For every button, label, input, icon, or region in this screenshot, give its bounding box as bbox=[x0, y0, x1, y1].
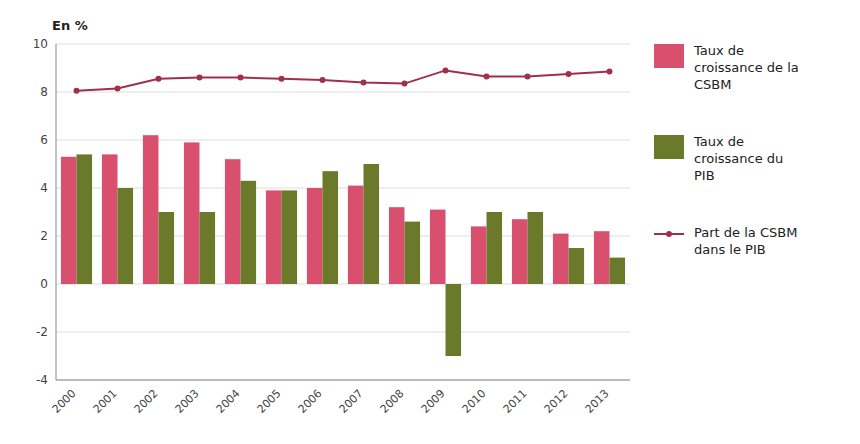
bar bbox=[241, 181, 257, 284]
bar bbox=[118, 188, 134, 284]
grid bbox=[56, 44, 630, 380]
y-tick-label: 10 bbox=[33, 37, 48, 51]
x-tick-label: 2010 bbox=[460, 387, 489, 416]
bar bbox=[512, 219, 528, 284]
line-marker bbox=[566, 71, 572, 77]
legend-label: Part de la CSBMdans le PIB bbox=[694, 225, 797, 257]
line-marker bbox=[525, 73, 531, 79]
x-tick-label: 2004 bbox=[214, 387, 243, 416]
y-tick-label: 6 bbox=[40, 133, 48, 147]
line-marker bbox=[115, 85, 121, 91]
x-tick-label: 2002 bbox=[132, 387, 161, 416]
bar bbox=[225, 159, 241, 284]
legend-label: Taux decroissance de laCSBM bbox=[693, 43, 799, 92]
line-marker bbox=[279, 76, 285, 82]
bar bbox=[364, 164, 380, 284]
y-tick-label: -2 bbox=[36, 325, 48, 339]
grid-line bbox=[56, 236, 630, 237]
bar bbox=[569, 248, 585, 284]
grid-line bbox=[56, 140, 630, 141]
y-tick-label: -4 bbox=[36, 373, 48, 387]
bar bbox=[143, 135, 159, 284]
x-tick-label: 2006 bbox=[296, 387, 325, 416]
grid-line bbox=[56, 92, 630, 93]
y-axis-label: En % bbox=[52, 18, 88, 33]
bar bbox=[528, 212, 544, 284]
x-tick-label: 2011 bbox=[501, 387, 530, 416]
line-marker bbox=[443, 67, 449, 73]
bar bbox=[102, 154, 118, 284]
x-tick-label: 2005 bbox=[255, 387, 284, 416]
x-axis bbox=[56, 380, 630, 381]
y-tick-label: 2 bbox=[40, 229, 48, 243]
legend-label: Taux decroissance duPIB bbox=[693, 134, 783, 183]
legend-swatch-marker bbox=[666, 231, 672, 237]
chart-container: -4 -2 0 2 4 6 8 10 En % 2000 2001 2002 2003 2004 2005 2… bbox=[0, 0, 860, 444]
line-marker bbox=[607, 69, 613, 75]
line-marker bbox=[197, 75, 203, 81]
legend: Taux decroissance de laCSBM Taux decroiss… bbox=[654, 43, 799, 257]
x-tick-label: 2008 bbox=[378, 387, 407, 416]
grid-line bbox=[56, 380, 630, 381]
bar bbox=[553, 234, 569, 284]
x-tick-label: 2012 bbox=[542, 387, 571, 416]
legend-swatch bbox=[654, 44, 684, 68]
line-marker bbox=[156, 76, 162, 82]
bar bbox=[430, 210, 446, 284]
grid-line bbox=[56, 188, 630, 189]
bar bbox=[266, 190, 282, 284]
bar bbox=[77, 154, 93, 284]
line-marker bbox=[484, 73, 490, 79]
x-tick-label: 2007 bbox=[337, 387, 366, 416]
grid-line bbox=[56, 284, 630, 285]
bar bbox=[307, 188, 323, 284]
grid-line bbox=[56, 44, 630, 45]
bar bbox=[389, 207, 405, 284]
x-tick-label: 2013 bbox=[583, 387, 612, 416]
bar bbox=[471, 226, 487, 284]
bar bbox=[405, 222, 421, 284]
bar bbox=[323, 171, 339, 284]
bar bbox=[594, 231, 610, 284]
marks bbox=[61, 67, 625, 356]
x-tick-label: 2001 bbox=[91, 387, 120, 416]
grid-line bbox=[56, 332, 630, 333]
x-tick-label: 2000 bbox=[50, 387, 79, 416]
y-tick-label: 4 bbox=[40, 181, 48, 195]
bar bbox=[159, 212, 175, 284]
line-marker bbox=[74, 88, 80, 94]
bar bbox=[610, 258, 626, 284]
y-axis bbox=[56, 44, 57, 380]
bar bbox=[61, 157, 77, 284]
bar bbox=[446, 284, 462, 356]
line-marker bbox=[402, 81, 408, 87]
line bbox=[77, 70, 610, 90]
bar bbox=[184, 142, 200, 284]
line-marker bbox=[361, 79, 367, 85]
bar bbox=[348, 186, 364, 284]
chart: -4 -2 0 2 4 6 8 10 En % 2000 2001 2002 2003 2004 2005 2… bbox=[0, 0, 860, 444]
legend-swatch bbox=[654, 135, 684, 159]
bar bbox=[282, 190, 298, 284]
line-marker bbox=[238, 75, 244, 81]
bar bbox=[200, 212, 216, 284]
bar bbox=[487, 212, 503, 284]
line-marker bbox=[320, 77, 326, 83]
y-tick-label: 0 bbox=[40, 277, 48, 291]
y-tick-label: 8 bbox=[40, 85, 48, 99]
x-tick-label: 2003 bbox=[173, 387, 202, 416]
x-tick-label: 2009 bbox=[419, 387, 448, 416]
